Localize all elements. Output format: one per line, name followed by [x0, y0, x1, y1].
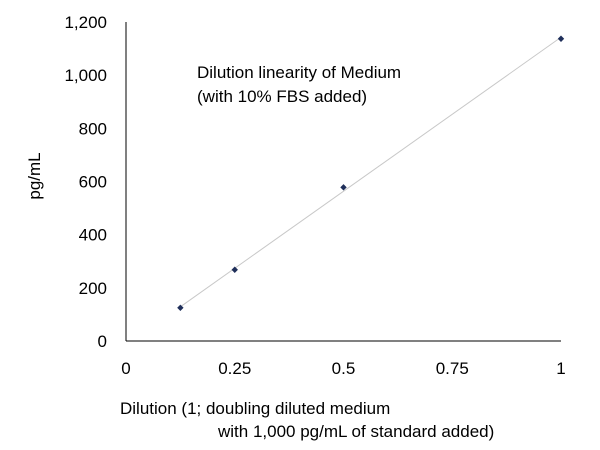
- annotation-line-2: (with 10% FBS added): [197, 87, 367, 106]
- data-point: [340, 184, 347, 191]
- x-axis-title-line-1: Dilution (1; doubling diluted medium: [120, 399, 390, 418]
- y-tick-label: 600: [79, 173, 107, 192]
- x-tick-label: 0: [121, 359, 130, 378]
- y-tick-label: 1,000: [64, 66, 107, 85]
- x-tick-label: 1: [556, 359, 565, 378]
- y-tick-label: 1,200: [64, 13, 107, 32]
- data-point: [231, 266, 238, 273]
- data-point: [177, 304, 184, 311]
- x-axis-title-line-2: with 1,000 pg/mL of standard added): [217, 422, 494, 441]
- axes: [125, 22, 561, 342]
- plot-area: [177, 35, 565, 311]
- x-tick-label: 0.5: [332, 359, 356, 378]
- x-tick-label: 0.25: [218, 359, 251, 378]
- y-tick-label: 400: [79, 226, 107, 245]
- y-tick-label: 800: [79, 119, 107, 138]
- y-tick-labels: 0 200 400 600 800 1,000 1,200: [64, 13, 107, 351]
- annotation-line-1: Dilution linearity of Medium: [197, 63, 401, 82]
- x-tick-label: 0.75: [436, 359, 469, 378]
- trendline: [180, 36, 562, 308]
- y-tick-label: 0: [98, 332, 107, 351]
- y-axis-title: pg/mL: [25, 152, 44, 199]
- x-tick-labels: 0 0.25 0.5 0.75 1: [121, 359, 565, 378]
- data-point: [557, 35, 565, 42]
- y-tick-label: 200: [79, 279, 107, 298]
